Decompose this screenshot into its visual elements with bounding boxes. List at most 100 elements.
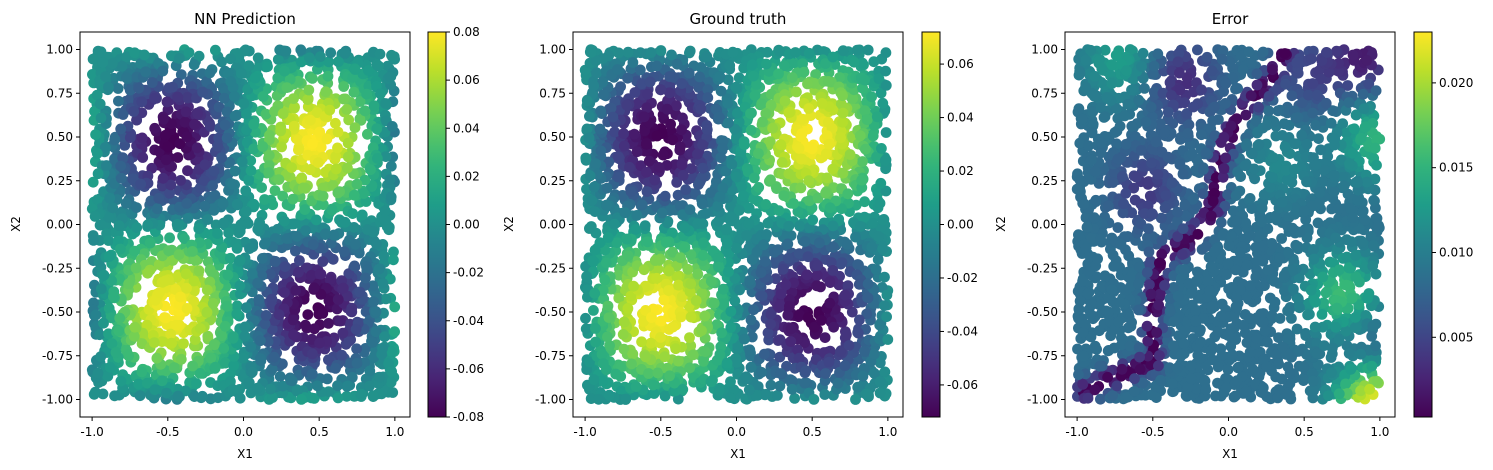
scatter-point xyxy=(108,286,120,298)
scatter-point xyxy=(194,323,206,334)
scatter-point xyxy=(164,187,176,199)
scatter-point xyxy=(618,316,630,328)
scatter-point xyxy=(867,130,879,142)
scatter-point xyxy=(821,172,833,184)
scatter-point xyxy=(172,390,184,402)
scatter-points xyxy=(579,44,894,405)
x-tick-label: -0.5 xyxy=(649,425,672,439)
panel-error: Error X1 X2 -1.0 -0.5 0.0 0.5 1.0-1.00-0.75-… xyxy=(994,10,1473,461)
scatter-point xyxy=(783,168,795,180)
scatter-point xyxy=(124,132,136,144)
scatter-point xyxy=(748,304,759,316)
scatter-point xyxy=(115,123,127,135)
scatter-point xyxy=(796,153,807,165)
scatter-point xyxy=(123,350,134,362)
scatter-point xyxy=(332,392,344,404)
scatter-point xyxy=(677,170,689,181)
scatter-point xyxy=(743,384,755,396)
scatter-point xyxy=(586,195,598,207)
x-tick-label: -0.5 xyxy=(156,425,179,439)
scatter-point xyxy=(386,346,398,357)
scatter-point xyxy=(783,220,795,232)
scatter-point xyxy=(330,363,341,374)
scatter-point xyxy=(857,82,868,94)
scatter-point xyxy=(648,388,660,399)
scatter-point xyxy=(655,45,667,56)
scatter-point xyxy=(260,108,272,120)
scatter-point xyxy=(378,250,390,262)
scatter-point xyxy=(182,213,194,224)
scatter-point xyxy=(364,365,376,377)
x-tick-label: -1.0 xyxy=(573,425,596,439)
scatter-point xyxy=(721,238,733,250)
scatter-point xyxy=(248,198,260,210)
scatter-point xyxy=(664,71,675,82)
scatter-point xyxy=(120,197,132,209)
scatter-point xyxy=(315,141,327,153)
scatter-point xyxy=(631,99,643,110)
scatter-point xyxy=(652,263,664,275)
scatter-point xyxy=(156,375,168,387)
scatter-point xyxy=(629,128,640,140)
scatter-point xyxy=(136,96,148,108)
scatter-point xyxy=(263,149,275,161)
scatter-point xyxy=(246,268,258,280)
scatter-point xyxy=(756,290,768,302)
scatter-point xyxy=(603,389,615,401)
scatter-point xyxy=(819,332,831,343)
y-tick-label: -0.75 xyxy=(535,349,566,363)
scatter-point xyxy=(725,306,737,317)
scatter-point xyxy=(367,280,379,292)
scatter-point xyxy=(651,60,663,72)
scatter-point xyxy=(197,390,208,402)
scatter-point xyxy=(765,99,777,111)
scatter-point xyxy=(201,306,213,318)
scatter-point xyxy=(600,257,612,269)
scatter-point xyxy=(189,334,201,345)
scatter-point xyxy=(743,218,755,229)
scatter-point xyxy=(240,185,252,197)
scatter-point xyxy=(220,357,231,369)
scatter-point xyxy=(741,230,752,241)
scatter-point xyxy=(601,182,613,194)
scatter-point xyxy=(863,389,874,401)
scatter-point xyxy=(767,122,778,134)
scatter-point xyxy=(842,239,853,250)
scatter-point xyxy=(852,381,864,393)
scatter-point xyxy=(351,357,363,369)
scatter-point xyxy=(659,390,671,402)
scatter-point xyxy=(231,308,243,320)
scatter-point xyxy=(583,132,595,144)
x-tick-label: 1.0 xyxy=(385,425,404,439)
scatter-point xyxy=(113,95,124,107)
scatter-point xyxy=(240,206,252,217)
scatter-point xyxy=(715,152,727,164)
scatter-point xyxy=(660,236,672,248)
scatter-point xyxy=(231,198,243,210)
scatter-point xyxy=(713,111,725,123)
scatter-point xyxy=(812,260,823,271)
scatter-point xyxy=(256,182,267,194)
scatter-point xyxy=(115,375,127,387)
scatter-point xyxy=(862,292,873,303)
scatter-point xyxy=(874,387,886,399)
scatter-point xyxy=(212,140,224,152)
scatter-point xyxy=(208,339,220,351)
scatter-point xyxy=(584,170,596,182)
scatter-point xyxy=(760,199,772,210)
scatter-point xyxy=(222,269,234,281)
scatter-point xyxy=(140,66,152,78)
scatter-point xyxy=(288,93,299,104)
scatter-point xyxy=(597,375,608,387)
scatter-point xyxy=(213,132,225,144)
scatter-point xyxy=(702,84,714,95)
scatter-point xyxy=(223,227,235,239)
scatter-point xyxy=(168,362,180,373)
scatter-point xyxy=(99,142,111,153)
scatter-point xyxy=(332,380,343,392)
scatter-point xyxy=(191,142,203,154)
scatter-point xyxy=(181,131,193,143)
scatter-point xyxy=(266,363,278,375)
scatter-point xyxy=(291,385,303,397)
scatter-point xyxy=(861,308,873,320)
